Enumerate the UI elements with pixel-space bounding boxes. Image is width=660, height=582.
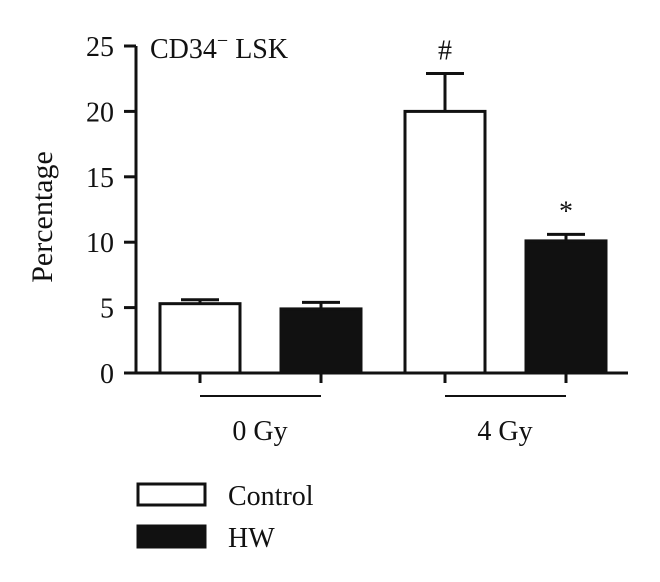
y-axis-title: Percentage: [26, 151, 59, 283]
legend: Control HW: [136, 481, 314, 554]
y-tick-label: 25: [86, 32, 114, 63]
bars: #*: [158, 35, 608, 375]
y-tick-label: 15: [86, 163, 114, 194]
y-tick-label: 5: [100, 294, 114, 325]
y-tick-label: 20: [86, 97, 114, 128]
legend-swatch: [136, 482, 207, 507]
x-category-label: 0 Gy: [232, 416, 287, 447]
axes: 0 5 10 15 20 25 0 Gy 4 Gy: [86, 32, 628, 447]
significance-marker: #: [438, 35, 452, 66]
bar: [158, 302, 242, 375]
legend-swatch: [136, 524, 207, 549]
y-tick-label: 0: [100, 359, 114, 390]
significance-marker: *: [559, 196, 573, 227]
x-category-label: 4 Gy: [477, 416, 532, 447]
bar: [279, 307, 363, 375]
legend-label: Control: [228, 481, 314, 512]
legend-label: HW: [228, 523, 275, 554]
bar: [524, 239, 608, 375]
bar: [403, 109, 487, 375]
y-tick-label: 10: [86, 228, 114, 259]
chart-title: CD34− LSK: [150, 30, 288, 65]
